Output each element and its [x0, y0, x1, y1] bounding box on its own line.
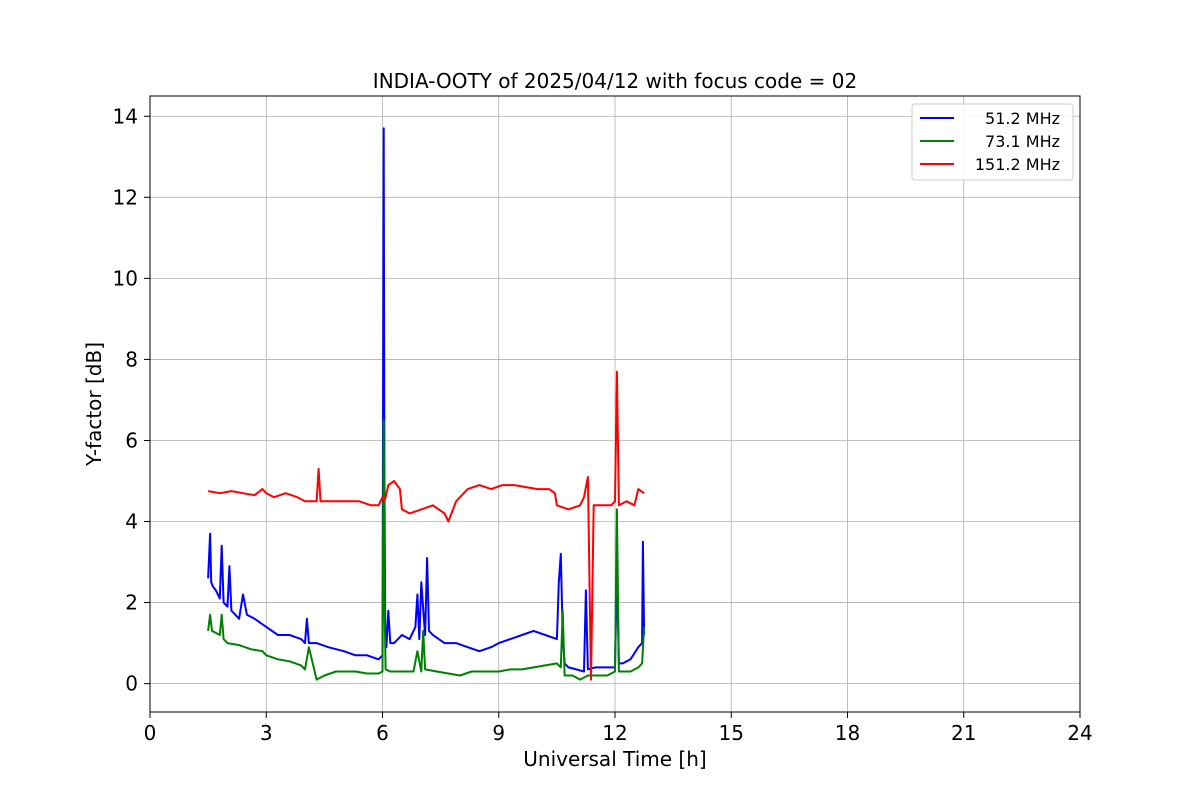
y-tick-label: 10: [113, 266, 138, 290]
series-line-2: [207, 370, 645, 681]
x-axis-label: Universal Time [h]: [523, 747, 706, 771]
x-tick-label: 6: [376, 721, 389, 745]
x-tick-label: 21: [951, 721, 976, 745]
x-tick-label: 18: [835, 721, 860, 745]
legend-label-1: 73.1 MHz: [985, 132, 1060, 151]
y-tick-label: 0: [125, 672, 138, 696]
y-tick-label: 6: [125, 428, 138, 452]
y-tick-label: 12: [113, 185, 138, 209]
x-tick-label: 24: [1067, 721, 1092, 745]
x-tick-label: 12: [602, 721, 627, 745]
legend-label-2: 151.2 MHz: [975, 155, 1060, 174]
legend: 51.2 MHz 73.1 MHz 151.2 MHz: [911, 103, 1074, 181]
series-line-1: [207, 419, 646, 681]
x-tick-label: 9: [492, 721, 505, 745]
y-tick-label: 2: [125, 591, 138, 615]
y-tick-label: 4: [125, 510, 138, 534]
y-axis-label: Y-factor [dB]: [82, 342, 106, 467]
chart-title: INDIA-OOTY of 2025/04/12 with focus code…: [373, 69, 857, 93]
y-tick-label: 14: [113, 104, 138, 128]
series-line-0: [207, 127, 646, 673]
x-tick-label: 15: [719, 721, 744, 745]
y-tick-label: 8: [125, 347, 138, 371]
x-tick-label: 3: [260, 721, 273, 745]
series-layer: [207, 127, 646, 681]
x-tick-label: 0: [144, 721, 157, 745]
legend-box: [911, 103, 1074, 181]
legend-label-0: 51.2 MHz: [985, 109, 1060, 128]
